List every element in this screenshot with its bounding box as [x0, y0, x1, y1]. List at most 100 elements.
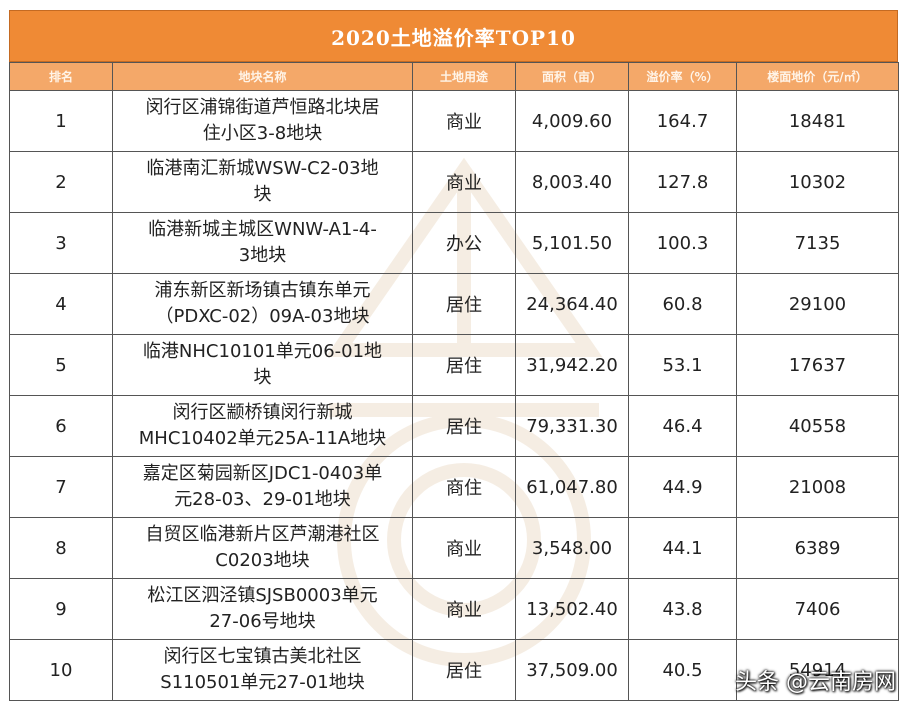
- area-cell: 24,364.40: [515, 273, 629, 335]
- price-cell: 7135: [736, 212, 899, 274]
- rank-cell: 3: [9, 212, 113, 274]
- table-row: 1 闵行区浦锦街道芦恒路北块居 住小区3-8地块 商业 4,009.60 164.7 184…: [9, 90, 899, 152]
- name-line: 块: [253, 367, 272, 388]
- table-header-row: 排名 地块名称 土地用途 面积（亩） 溢价率（%） 楼面地价（元/㎡）: [9, 62, 899, 91]
- area-cell: 8,003.40: [515, 151, 629, 213]
- area-cell: 3,548.00: [515, 517, 629, 579]
- header-area: 面积（亩）: [515, 62, 629, 91]
- name-line: S110501单元27-01地块: [160, 672, 365, 693]
- premium-cell: 127.8: [628, 151, 737, 213]
- name-line: 住小区3-8地块: [202, 123, 323, 144]
- premium-cell: 43.8: [628, 578, 737, 640]
- price-cell: 29100: [736, 273, 899, 335]
- premium-cell: 100.3: [628, 212, 737, 274]
- land-table: 排名 地块名称 土地用途 面积（亩） 溢价率（%） 楼面地价（元/㎡） 1 闵行区…: [9, 62, 899, 701]
- name-line: （PDXC-02）09A-03地块: [155, 306, 370, 327]
- use-cell: 商业: [412, 90, 516, 152]
- use-cell: 商住: [412, 456, 516, 518]
- name-line: 闵行区七宝镇古美北社区: [163, 646, 362, 667]
- rank-cell: 7: [9, 456, 113, 518]
- name-line: 27-06号地块: [209, 611, 316, 632]
- rank-cell: 5: [9, 334, 113, 396]
- header-use: 土地用途: [412, 62, 516, 91]
- area-cell: 37,509.00: [515, 639, 629, 701]
- area-cell: 79,331.30: [515, 395, 629, 457]
- price-cell: 40558: [736, 395, 899, 457]
- area-cell: 4,009.60: [515, 90, 629, 152]
- name-cell: 闵行区颛桥镇闵行新城 MHC10402单元25A-11A地块: [112, 395, 413, 457]
- rank-cell: 8: [9, 517, 113, 579]
- area-cell: 31,942.20: [515, 334, 629, 396]
- name-cell: 闵行区七宝镇古美北社区 S110501单元27-01地块: [112, 639, 413, 701]
- name-line: 临港新城主城区WNW-A1-4-: [148, 219, 377, 240]
- premium-cell: 164.7: [628, 90, 737, 152]
- name-line: 元28-03、29-01地块: [174, 489, 351, 510]
- use-cell: 居住: [412, 334, 516, 396]
- rank-cell: 10: [9, 639, 113, 701]
- table-row: 8 自贸区临港新片区芦潮港社区 C0203地块 商业 3,548.00 44.1 6389: [9, 517, 899, 579]
- name-line: 临港南汇新城WSW-C2-03地: [146, 158, 379, 179]
- table-row: 7 嘉定区菊园新区JDC1-0403单 元28-03、29-01地块 商住 61,047…: [9, 456, 899, 518]
- name-line: 闵行区浦锦街道芦恒路北块居: [145, 97, 380, 118]
- table-row: 6 闵行区颛桥镇闵行新城 MHC10402单元25A-11A地块 居住 79,331.3…: [9, 395, 899, 457]
- price-cell: 10302: [736, 151, 899, 213]
- land-premium-table-frame: 2020土地溢价率TOP10 排名 地块名称 土地用途 面积（亩） 溢价率（%）…: [9, 10, 899, 702]
- price-cell: 54914: [736, 639, 899, 701]
- credit-watermark: 头条 @云南房网: [735, 670, 896, 695]
- name-cell: 嘉定区菊园新区JDC1-0403单 元28-03、29-01地块: [112, 456, 413, 518]
- table-row: 2 临港南汇新城WSW-C2-03地块商业 8,003.40 127.8 10302: [9, 151, 899, 213]
- name-line: 块: [253, 184, 272, 205]
- name-line: 松江区泗泾镇SJSB0003单元: [147, 585, 378, 606]
- use-cell: 居住: [412, 273, 516, 335]
- header-name: 地块名称: [112, 62, 413, 91]
- price-cell: 18481: [736, 90, 899, 152]
- premium-cell: 46.4: [628, 395, 737, 457]
- use-cell: 商业: [412, 151, 516, 213]
- name-line: 自贸区临港新片区芦潮港社区: [145, 524, 380, 545]
- premium-cell: 60.8: [628, 273, 737, 335]
- name-line: 嘉定区菊园新区JDC1-0403单: [142, 463, 383, 484]
- name-cell: 浦东新区新场镇古镇东单元 （PDXC-02）09A-03地块: [112, 273, 413, 335]
- table-row: 10 闵行区七宝镇古美北社区 S110501单元27-01地块 居住 37,509.00…: [9, 639, 899, 701]
- premium-cell: 53.1: [628, 334, 737, 396]
- table-row: 4 浦东新区新场镇古镇东单元 （PDXC-02）09A-03地块 居住 24,364.4…: [9, 273, 899, 335]
- price-cell: 17637: [736, 334, 899, 396]
- rank-cell: 2: [9, 151, 113, 213]
- name-cell: 松江区泗泾镇SJSB0003单元 27-06号地块: [112, 578, 413, 640]
- premium-cell: 40.5: [628, 639, 737, 701]
- premium-cell: 44.9: [628, 456, 737, 518]
- name-cell: 临港南汇新城WSW-C2-03地块: [112, 151, 413, 213]
- use-cell: 商业: [412, 517, 516, 579]
- name-line: 临港NHC10101单元06-01地: [142, 341, 383, 362]
- use-cell: 居住: [412, 639, 516, 701]
- area-cell: 5,101.50: [515, 212, 629, 274]
- rank-cell: 9: [9, 578, 113, 640]
- area-cell: 13,502.40: [515, 578, 629, 640]
- rank-cell: 1: [9, 90, 113, 152]
- name-cell: 闵行区浦锦街道芦恒路北块居 住小区3-8地块: [112, 90, 413, 152]
- name-line: 3地块: [238, 245, 287, 266]
- header-rank: 排名: [9, 62, 113, 91]
- name-line: 闵行区颛桥镇闵行新城: [172, 402, 353, 423]
- header-price: 楼面地价（元/㎡）: [736, 62, 899, 91]
- table-row: 5 临港NHC10101单元06-01地块居住 31,942.20 53.1 17637: [9, 334, 899, 396]
- name-line: 浦东新区新场镇古镇东单元: [154, 280, 371, 301]
- name-cell: 临港新城主城区WNW-A1-4- 3地块: [112, 212, 413, 274]
- table-title: 2020土地溢价率TOP10: [9, 10, 898, 62]
- table-row: 3 临港新城主城区WNW-A1-4- 3地块 办公 5,101.50 100.3 7135: [9, 212, 899, 274]
- use-cell: 商业: [412, 578, 516, 640]
- name-line: C0203地块: [215, 550, 310, 571]
- price-cell: 6389: [736, 517, 899, 579]
- header-premium: 溢价率（%）: [628, 62, 737, 91]
- use-cell: 办公: [412, 212, 516, 274]
- rank-cell: 6: [9, 395, 113, 457]
- use-cell: 居住: [412, 395, 516, 457]
- premium-cell: 44.1: [628, 517, 737, 579]
- price-cell: 21008: [736, 456, 899, 518]
- area-cell: 61,047.80: [515, 456, 629, 518]
- price-cell: 7406: [736, 578, 899, 640]
- name-cell: 自贸区临港新片区芦潮港社区 C0203地块: [112, 517, 413, 579]
- name-cell: 临港NHC10101单元06-01地块: [112, 334, 413, 396]
- name-line: MHC10402单元25A-11A地块: [138, 428, 387, 449]
- rank-cell: 4: [9, 273, 113, 335]
